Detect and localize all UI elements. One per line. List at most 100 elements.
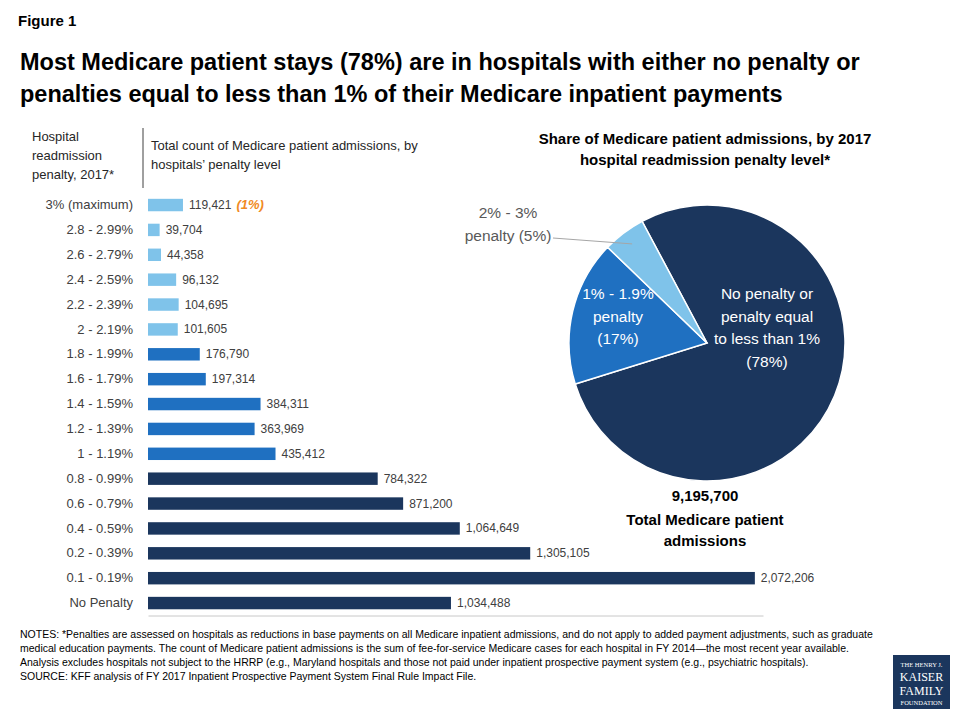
text-line: Total Medicare patient	[626, 511, 783, 528]
data-label: 384,311	[267, 397, 310, 411]
y-tick-label: 0.1 - 0.19%	[67, 570, 134, 585]
bar	[148, 249, 161, 261]
pie-label: 1% - 1.9% penalty	[582, 285, 654, 325]
text-line: penalty equal	[721, 308, 813, 325]
data-label: 197,314	[212, 372, 256, 386]
text-line: No penalty or	[721, 285, 813, 302]
annotation: (1%)	[236, 197, 263, 212]
y-tick: 2.2 - 2.39%	[67, 297, 142, 312]
bar	[148, 398, 261, 410]
y-tick-label: 0.6 - 0.79%	[67, 496, 134, 511]
logo-text: KAISER	[900, 670, 943, 684]
y-tick-label: 0.2 - 0.39%	[67, 545, 134, 560]
text-line: 1% - 1.9%	[582, 285, 654, 302]
bar	[148, 448, 276, 460]
text-line: hospitals’ penalty level	[151, 157, 281, 172]
text-line: penalty	[593, 308, 643, 325]
text-line: Most Medicare patient stays (78%) are in…	[20, 49, 860, 75]
logo-box	[893, 655, 950, 709]
bar	[148, 348, 200, 360]
text-line: NOTES: *Penalties are assessed on hospit…	[20, 628, 873, 640]
x-axis	[149, 616, 764, 617]
y-tick: 1 - 1.19%	[77, 446, 141, 461]
text-line: hospital readmission penalty level*	[580, 151, 830, 168]
data-label: 435,412	[282, 447, 326, 461]
y-tick: 2 - 2.19%	[77, 322, 141, 337]
pie-label: 2% - 3%penalty(5%)	[465, 204, 552, 244]
bar	[148, 224, 160, 236]
bar	[148, 472, 378, 484]
y-tick-label: 1.4 - 1.59%	[67, 396, 134, 411]
data-label: 39,704	[166, 223, 203, 237]
y-tick: 1.6 - 1.79%	[67, 371, 142, 386]
pie-total-label: Total Medicare patient admissions	[626, 511, 783, 549]
data-label: 1,064,649	[466, 521, 520, 535]
y-tick-label: 1 - 1.19%	[77, 446, 133, 461]
pie-slice	[608, 221, 707, 343]
logo-text: FAMILY	[900, 684, 944, 698]
bar	[148, 597, 451, 609]
bar	[148, 423, 255, 435]
pie	[569, 205, 845, 481]
y-tick: 1.4 - 1.59%	[67, 396, 142, 411]
data-label: 44,358	[167, 248, 204, 262]
text-line: penalties equal to less than 1% of their…	[20, 81, 783, 107]
text-line: Hospital	[32, 129, 79, 144]
pie-label: No penalty or penalty equal to less than 1…	[714, 285, 820, 347]
data-label: 1,305,105	[536, 546, 590, 560]
y-axis: 3% (maximum)2.8 - 2.99%2.6 - 2.79%2.4 - …	[46, 197, 141, 610]
bar	[148, 497, 403, 509]
notes: NOTES: *Penalties are assessed on hospit…	[20, 628, 873, 668]
text-line: readmission	[32, 148, 102, 163]
y-tick: No Penalty	[69, 595, 141, 610]
y-tick: 0.1 - 0.19%	[67, 570, 142, 585]
y-tick-label: 1.6 - 1.79%	[67, 371, 134, 386]
data-label: 101,605	[184, 322, 228, 336]
y-tick-label: 2.6 - 2.79%	[67, 247, 134, 262]
leader-line	[553, 238, 632, 244]
bar	[148, 547, 530, 559]
text-line: to less than 1%	[714, 330, 820, 347]
bar	[148, 323, 178, 335]
y-tick-label: 0.8 - 0.99%	[67, 471, 134, 486]
chart-svg: Figure 1Most Medicare patient stays (78%…	[0, 0, 960, 720]
pie-slice	[575, 205, 845, 481]
pie-value-label: (5%)	[519, 227, 552, 244]
y-tick: 0.4 - 0.59%	[67, 521, 142, 536]
text-line: Total count of Medicare patient admissio…	[151, 138, 418, 153]
y-tick: 2.4 - 2.59%	[67, 272, 142, 287]
bar	[148, 572, 755, 584]
value-axis-title: Total count of Medicare patient admissio…	[151, 138, 418, 172]
y-tick: 1.8 - 1.99%	[67, 346, 142, 361]
y-tick: 0.6 - 0.79%	[67, 496, 142, 511]
text-line: medical education payments. The count of…	[20, 642, 849, 654]
text-line: admissions	[664, 532, 747, 549]
category-axis-title: Hospital readmission penalty, 2017*	[32, 129, 114, 182]
chart-title: Most Medicare patient stays (78%) are in…	[20, 49, 860, 107]
text-line: 2% - 3%	[479, 204, 538, 221]
y-tick-label: 2.2 - 2.39%	[67, 297, 134, 312]
pie-value-label: (17%)	[597, 330, 638, 347]
y-tick-label: 2.8 - 2.99%	[67, 222, 134, 237]
source: SOURCE: KFF analysis of FY 2017 Inpatien…	[20, 670, 476, 682]
y-tick-label: 0.4 - 0.59%	[67, 521, 134, 536]
logo: THE HENRY J.KAISERFAMILYFOUNDATION	[893, 655, 950, 709]
data-label: 784,322	[384, 472, 428, 486]
background	[0, 0, 960, 720]
y-tick-label: 1.2 - 1.39%	[67, 421, 134, 436]
y-tick: 2.8 - 2.99%	[67, 222, 142, 237]
bar	[148, 373, 206, 385]
y-tick: 2.6 - 2.79%	[67, 247, 142, 262]
pie-total: 9,195,700	[672, 487, 739, 504]
y-tick-label: 1.8 - 1.99%	[67, 346, 134, 361]
chart-container: Figure 1Most Medicare patient stays (78%…	[0, 0, 960, 720]
y-tick: 0.2 - 0.39%	[67, 545, 142, 560]
bar	[148, 199, 183, 211]
bar	[148, 522, 460, 534]
y-tick-label: 2.4 - 2.59%	[67, 272, 134, 287]
text-line: penalty, 2017*	[32, 167, 114, 182]
bar	[148, 298, 179, 310]
pie-value-label: (78%)	[746, 353, 787, 370]
data-label: 96,132	[182, 273, 219, 287]
y-tick: 1.2 - 1.39%	[67, 421, 142, 436]
